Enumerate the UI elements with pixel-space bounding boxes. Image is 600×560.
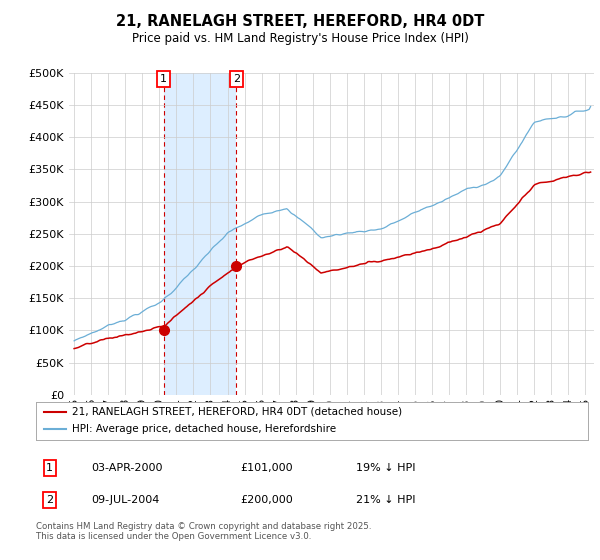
Bar [164,73,236,395]
Text: 21% ↓ HPI: 21% ↓ HPI [356,495,416,505]
Text: 1: 1 [160,74,167,84]
Text: Price paid vs. HM Land Registry's House Price Index (HPI): Price paid vs. HM Land Registry's House … [131,32,469,45]
Text: 2: 2 [46,495,53,505]
Text: HPI: Average price, detached house, Herefordshire: HPI: Average price, detached house, Here… [72,424,336,435]
Text: £200,000: £200,000 [240,495,293,505]
Text: 1: 1 [46,463,53,473]
Text: £101,000: £101,000 [240,463,293,473]
Text: 21, RANELAGH STREET, HEREFORD, HR4 0DT: 21, RANELAGH STREET, HEREFORD, HR4 0DT [116,14,484,29]
Text: 09-JUL-2004: 09-JUL-2004 [91,495,160,505]
Text: 19% ↓ HPI: 19% ↓ HPI [356,463,416,473]
Text: Contains HM Land Registry data © Crown copyright and database right 2025.
This d: Contains HM Land Registry data © Crown c… [36,522,371,542]
Text: 03-APR-2000: 03-APR-2000 [91,463,163,473]
Text: 21, RANELAGH STREET, HEREFORD, HR4 0DT (detached house): 21, RANELAGH STREET, HEREFORD, HR4 0DT (… [72,407,402,417]
Text: 2: 2 [233,74,240,84]
